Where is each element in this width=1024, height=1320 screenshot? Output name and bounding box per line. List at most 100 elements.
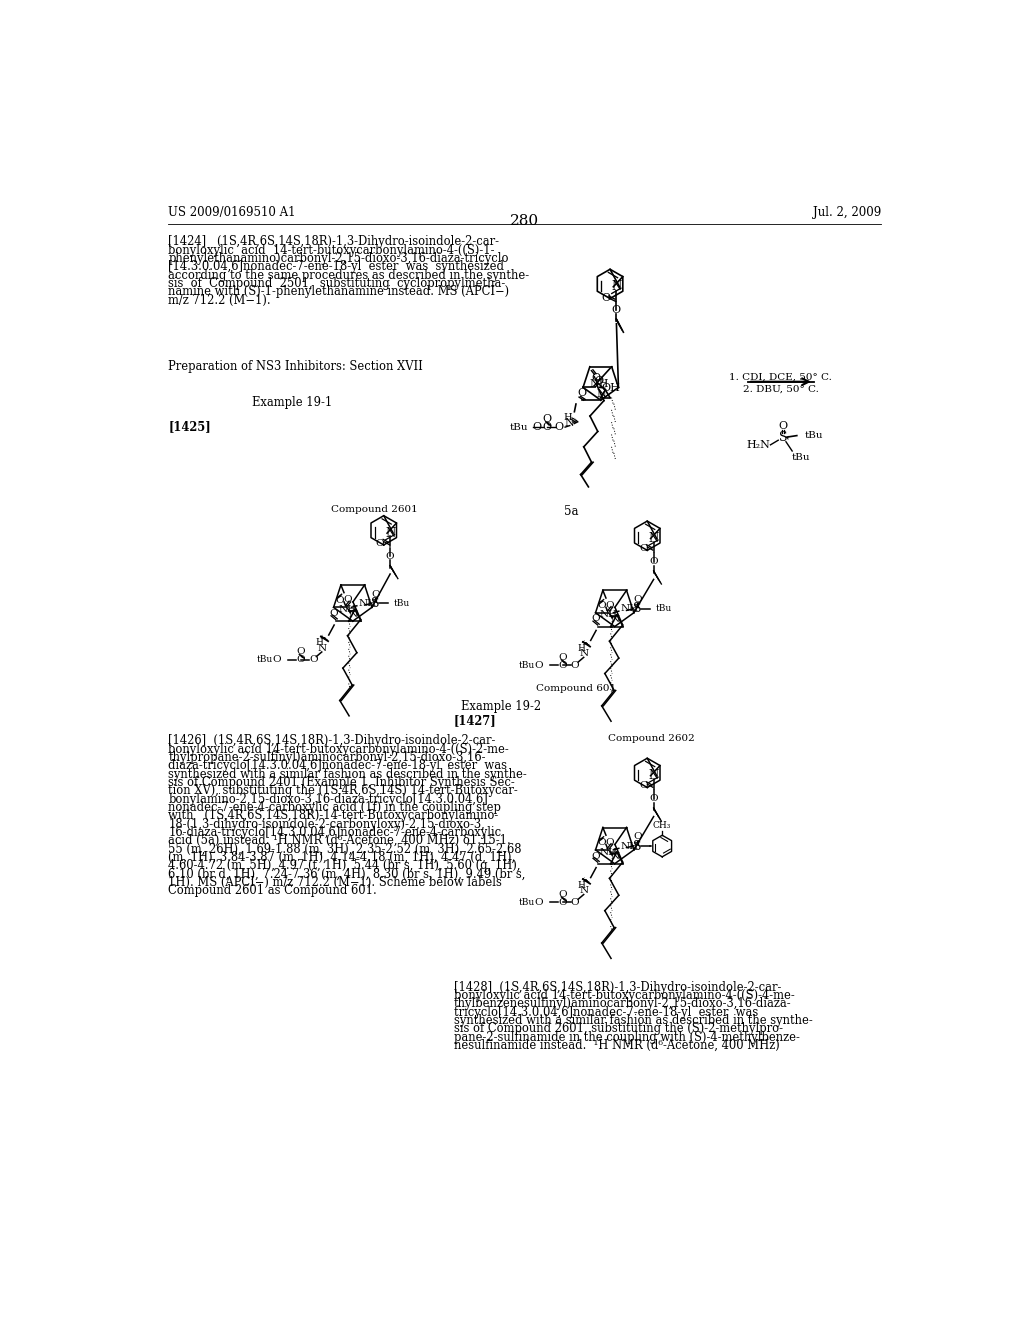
Text: 5a: 5a	[564, 506, 579, 517]
Text: O: O	[343, 595, 352, 605]
Text: Compound 2601: Compound 2601	[331, 506, 418, 513]
Text: O: O	[543, 422, 552, 432]
Text: O: O	[558, 660, 567, 669]
Text: tion XV), substituting the (1S,4R,6S,14S) 14-tert-Butoxycar-: tion XV), substituting the (1S,4R,6S,14S…	[168, 784, 518, 797]
Text: O: O	[376, 539, 384, 548]
Text: diaza-tricyclo[14.3.0.04,6]nonadec-7-ene-18-yl  ester  was: diaza-tricyclo[14.3.0.04,6]nonadec-7-ene…	[168, 759, 507, 772]
Text: tBu: tBu	[393, 599, 410, 609]
Text: bonyloxylic  acid  14-tert-butoxycarbonylamino-4-((S)-1-: bonyloxylic acid 14-tert-butoxycarbonyla…	[168, 244, 495, 256]
Text: O: O	[612, 305, 621, 315]
Text: H₂N: H₂N	[746, 440, 770, 450]
Text: NH: NH	[338, 605, 356, 614]
Text: H: H	[578, 644, 586, 652]
Text: S: S	[633, 602, 642, 615]
Text: N: N	[611, 280, 622, 293]
Text: [1424]   (1S,4R,6S,14S,18R)-1,3-Dihydro-isoindole-2-car-: [1424] (1S,4R,6S,14S,18R)-1,3-Dihydro-is…	[168, 235, 500, 248]
Text: O: O	[592, 614, 600, 623]
Text: O: O	[570, 660, 580, 669]
Text: N: N	[610, 853, 620, 862]
Text: NH: NH	[600, 610, 618, 619]
Text: O: O	[558, 653, 567, 661]
Text: tBu: tBu	[805, 432, 823, 440]
Text: Compound 2601 as Compound 601.: Compound 2601 as Compound 601.	[168, 884, 377, 898]
Text: [1428]  (1S,4R,6S,14S,18R)-1,3-Dihydro-isoindole-2-car-: [1428] (1S,4R,6S,14S,18R)-1,3-Dihydro-is…	[454, 981, 781, 994]
Text: O: O	[605, 838, 613, 846]
Text: N: N	[648, 532, 658, 545]
Text: nesulfinamide instead.  ¹H NMR (d⁶-Acetone, 400 MHz): nesulfinamide instead. ¹H NMR (d⁶-Aceton…	[454, 1039, 779, 1052]
Text: N: N	[348, 610, 357, 619]
Text: (m, 1H), 3.84-3.87 (m, 1H), 4.14-4.18 (m, 1H), 4.47 (d, 1H),: (m, 1H), 3.84-3.87 (m, 1H), 4.14-4.18 (m…	[168, 851, 515, 863]
Text: O: O	[605, 601, 613, 610]
Text: 2. DBU, 50° C.: 2. DBU, 50° C.	[742, 385, 818, 393]
Text: tBu: tBu	[510, 422, 528, 432]
Text: phenylethanamino)carbonyl-2,15-dioxo-3,16-diaza-tricyclo: phenylethanamino)carbonyl-2,15-dioxo-3,1…	[168, 252, 509, 265]
Polygon shape	[345, 606, 352, 614]
Text: O: O	[534, 660, 543, 669]
Text: O: O	[309, 655, 317, 664]
Text: tBu: tBu	[655, 605, 672, 614]
Text: tBu: tBu	[793, 453, 811, 462]
Text: NH: NH	[600, 847, 618, 857]
Text: tBu: tBu	[257, 655, 273, 664]
Text: O: O	[592, 851, 600, 861]
Text: N: N	[580, 649, 588, 657]
Text: thylbenzenesulfinyl)aminocarbonyl-2,15-dioxo-3,16-diaza-: thylbenzenesulfinyl)aminocarbonyl-2,15-d…	[454, 998, 792, 1010]
Text: H: H	[578, 880, 586, 890]
Text: 55 (m, 26H), 1.69-1.88 (m, 3H), 2.35-2.52 (m, 3H), 2.65-2.68: 55 (m, 26H), 1.69-1.88 (m, 3H), 2.35-2.5…	[168, 842, 522, 855]
Text: [1425]: [1425]	[168, 420, 211, 433]
Text: m/z 712.2 (M−1).: m/z 712.2 (M−1).	[168, 293, 271, 306]
Text: NH: NH	[590, 379, 609, 388]
Polygon shape	[786, 436, 788, 441]
Text: O: O	[592, 372, 601, 383]
Text: NH: NH	[621, 842, 638, 850]
Text: O: O	[597, 601, 605, 610]
Text: namine with (S)-1-phenylethanamine instead. MS (APCI−): namine with (S)-1-phenylethanamine inste…	[168, 285, 509, 298]
Text: synthesized with a similar fashion as described in the synthe-: synthesized with a similar fashion as de…	[168, 768, 527, 780]
Text: S: S	[371, 597, 380, 610]
Text: 4.60-4.72 (m, 5H), 4.97 (t, 1H), 5.44 (br s, 1H), 5.60 (q, 1H),: 4.60-4.72 (m, 5H), 4.97 (t, 1H), 5.44 (b…	[168, 859, 521, 873]
Text: O: O	[558, 890, 567, 899]
Text: US 2009/0169510 A1: US 2009/0169510 A1	[168, 206, 296, 219]
Text: O: O	[595, 376, 604, 387]
Text: O: O	[386, 552, 394, 561]
Text: O: O	[639, 781, 648, 791]
Text: acid (5a) instead. ¹H NMR (d⁶-Acetone, 400 MHz) δ1.15-1.: acid (5a) instead. ¹H NMR (d⁶-Acetone, 4…	[168, 834, 511, 847]
Text: N: N	[580, 886, 588, 895]
Text: O: O	[597, 838, 605, 847]
Text: O: O	[633, 833, 642, 841]
Text: O: O	[639, 544, 648, 553]
Text: N: N	[317, 644, 327, 652]
Text: NH: NH	[358, 599, 377, 609]
Text: Preparation of NS3 Inhibitors: Section XVII: Preparation of NS3 Inhibitors: Section X…	[168, 360, 423, 374]
Text: Compound 2602: Compound 2602	[608, 734, 695, 743]
Text: sis of Compound 2401 (Example 1, Inhibitor Synthesis Sec-: sis of Compound 2401 (Example 1, Inhibit…	[168, 776, 515, 789]
Text: CH₃: CH₃	[653, 821, 672, 830]
Text: O: O	[371, 590, 380, 599]
Text: O: O	[297, 655, 305, 664]
Text: 6.10 (br d, 1H), 7.24-7.36 (m, 4H), 8.30 (br s, 1H), 9.49 (br s,: 6.10 (br d, 1H), 7.24-7.36 (m, 4H), 8.30…	[168, 867, 525, 880]
Text: H: H	[563, 413, 571, 421]
Text: O: O	[554, 422, 563, 432]
Text: O: O	[272, 655, 281, 664]
Text: thylpropane-2-sulfinyl)aminocarbonyl-2,15-dioxo-3,16-: thylpropane-2-sulfinyl)aminocarbonyl-2,1…	[168, 751, 485, 764]
Text: O: O	[543, 414, 552, 425]
Text: H: H	[315, 639, 324, 647]
Polygon shape	[607, 612, 613, 619]
Text: [1427]: [1427]	[454, 714, 497, 727]
Text: O: O	[633, 595, 642, 605]
Text: tBu: tBu	[518, 898, 535, 907]
Text: O: O	[649, 795, 658, 804]
Text: according to the same procedures as described in the synthe-: according to the same procedures as desc…	[168, 269, 529, 281]
Text: Jul. 2, 2009: Jul. 2, 2009	[813, 206, 882, 219]
Text: synthesized with a similar fashion as described in the synthe-: synthesized with a similar fashion as de…	[454, 1014, 812, 1027]
Text: O: O	[778, 421, 787, 432]
Text: Example 19-2: Example 19-2	[461, 701, 542, 714]
Text: nonadec-7-ene-4-carboxylic acid (1f) in the coupling step: nonadec-7-ene-4-carboxylic acid (1f) in …	[168, 801, 501, 814]
Text: S: S	[778, 430, 787, 444]
Text: bonylamino-2,15-dioxo-3,16-diaza-tricyclo[14.3.0.04,6]: bonylamino-2,15-dioxo-3,16-diaza-tricycl…	[168, 792, 488, 805]
Text: [1426]  (1S,4R,6S,14S,18R)-1,3-Dihydro-isoindole-2-car-: [1426] (1S,4R,6S,14S,18R)-1,3-Dihydro-is…	[168, 734, 496, 747]
Text: O: O	[601, 293, 610, 302]
Polygon shape	[607, 849, 613, 857]
Text: Example 19-1: Example 19-1	[252, 396, 333, 409]
Text: O: O	[532, 422, 542, 432]
